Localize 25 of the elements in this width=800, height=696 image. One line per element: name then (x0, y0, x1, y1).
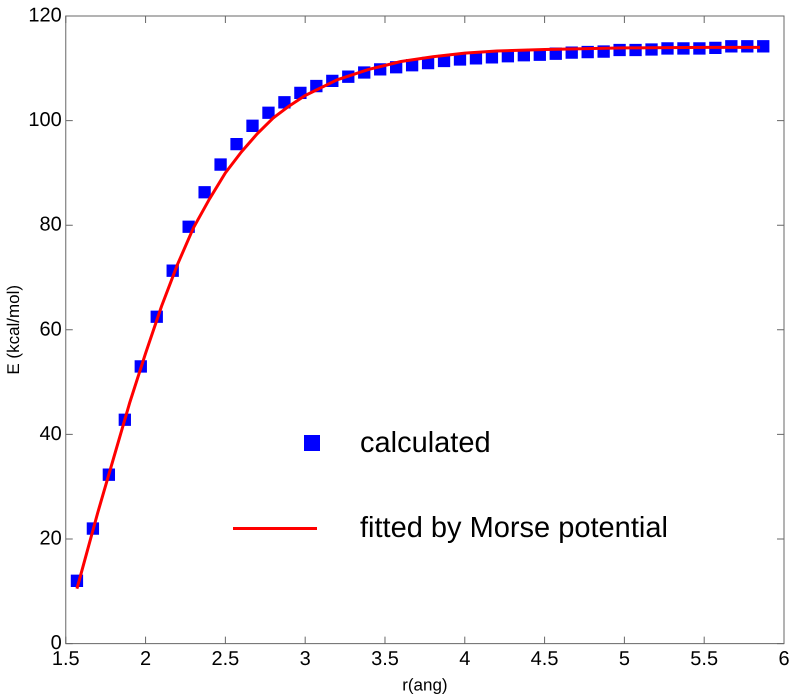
point (246, 120, 259, 132)
point (214, 158, 227, 171)
legend-label: calculated (360, 426, 491, 460)
point (757, 40, 770, 52)
y-tick-label: 100 (28, 109, 62, 132)
x-tick-label: 3 (300, 648, 311, 670)
x-tick-label: 6 (778, 648, 790, 670)
y-axis-title: E (kcal/mol) (4, 284, 23, 375)
x-tick-label: 3.5 (371, 648, 399, 670)
x-axis-title: r(ang) (402, 675, 448, 694)
y-tick-label: 40 (40, 422, 62, 445)
y-tick-label: 60 (40, 318, 62, 340)
point (198, 186, 211, 198)
y-tick-label: 20 (40, 528, 62, 550)
x-tick-label: 4 (459, 648, 470, 670)
point (230, 138, 243, 150)
x-tick-label: 4.5 (530, 648, 558, 670)
x-tick-label: 5.5 (690, 648, 718, 670)
x-tick-label: 5 (618, 648, 630, 670)
x-tick-label: 2.5 (211, 648, 240, 670)
legend-label: fitted by Morse potential (360, 512, 668, 544)
x-tick-label: 2 (140, 648, 152, 670)
y-tick-label: 120 (28, 4, 62, 27)
y-tick-label: 80 (40, 214, 62, 236)
point (262, 106, 275, 119)
